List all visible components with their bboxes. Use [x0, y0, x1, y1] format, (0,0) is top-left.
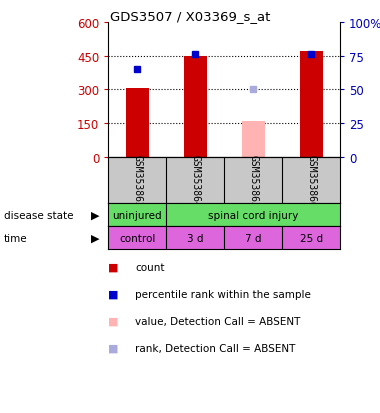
Text: spinal cord injury: spinal cord injury: [208, 210, 298, 220]
Text: ▶: ▶: [91, 210, 100, 220]
Text: 3 d: 3 d: [187, 233, 203, 243]
Bar: [126, 89, 149, 157]
Text: value, Detection Call = ABSENT: value, Detection Call = ABSENT: [135, 316, 300, 326]
Text: percentile rank within the sample: percentile rank within the sample: [135, 289, 311, 299]
Text: GSM353864: GSM353864: [190, 154, 200, 207]
Bar: [184, 57, 207, 157]
Text: count: count: [135, 262, 165, 272]
Text: ■: ■: [108, 343, 119, 353]
Text: GDS3507 / X03369_s_at: GDS3507 / X03369_s_at: [110, 10, 270, 23]
Text: uninjured: uninjured: [112, 210, 162, 220]
Text: ▶: ▶: [91, 233, 100, 243]
Text: GSM353866: GSM353866: [306, 154, 316, 207]
Text: ■: ■: [108, 289, 119, 299]
Bar: [242, 121, 265, 157]
Text: ■: ■: [108, 316, 119, 326]
Text: 25 d: 25 d: [299, 233, 323, 243]
Text: disease state: disease state: [4, 210, 73, 220]
Text: 7 d: 7 d: [245, 233, 261, 243]
Text: ■: ■: [108, 262, 119, 272]
Text: control: control: [119, 233, 155, 243]
Bar: [299, 52, 323, 157]
Text: GSM353865: GSM353865: [248, 154, 258, 207]
Text: GSM353862: GSM353862: [132, 154, 142, 207]
Text: rank, Detection Call = ABSENT: rank, Detection Call = ABSENT: [135, 343, 295, 353]
Text: time: time: [4, 233, 27, 243]
